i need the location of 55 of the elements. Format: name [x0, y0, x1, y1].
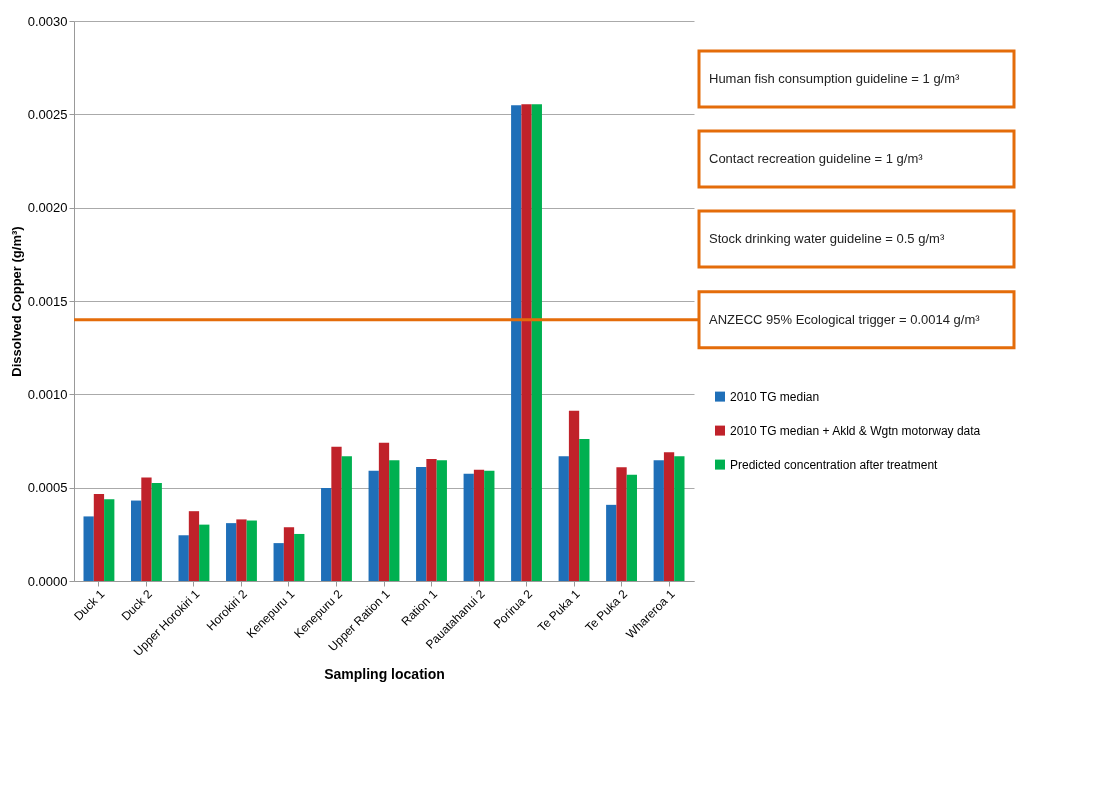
- bar: [273, 543, 284, 581]
- bar: [606, 504, 617, 581]
- bar: [341, 456, 352, 581]
- y-tick-label: 0.0030: [27, 13, 68, 29]
- bar: [436, 460, 447, 581]
- bar: [426, 458, 437, 581]
- y-tick-label: 0.0015: [27, 293, 68, 309]
- text: Human fish consumption guideline = 1 g/m³: [709, 71, 961, 86]
- bar: [83, 516, 94, 581]
- bar: [151, 483, 162, 581]
- bar: [484, 470, 495, 581]
- ref-line-label: ANZECC 95% Ecological trigger = 0.0014 g/m³: [709, 311, 981, 327]
- bar: [521, 104, 532, 581]
- bar: [558, 456, 569, 581]
- bar: [378, 442, 390, 581]
- legend-label: Predicted concentration after treatment: [730, 457, 939, 472]
- bar: [283, 527, 295, 581]
- bar: [389, 460, 400, 581]
- text: Stock drinking water guideline = 0.5 g/m³: [709, 231, 945, 246]
- bar: [141, 477, 152, 581]
- bar: [626, 474, 637, 581]
- bar: [473, 469, 485, 581]
- y-tick-label: 0.0020: [27, 200, 68, 216]
- legend-label: 2010 TG median + Akld & Wgtn motorway data: [730, 423, 981, 438]
- bar: [674, 456, 685, 581]
- bar: [368, 470, 379, 581]
- bar: [188, 511, 200, 581]
- bar: [463, 473, 474, 581]
- bar: [93, 494, 105, 581]
- bar: [568, 410, 580, 581]
- y-tick-label: 0.0005: [27, 480, 68, 496]
- bar: [199, 524, 210, 581]
- bar: [131, 500, 142, 581]
- legend-label: 2010 TG median: [730, 389, 820, 404]
- bar: [104, 499, 115, 581]
- y-tick-label: 0.0000: [27, 573, 68, 589]
- x-axis-title: Sampling location: [324, 666, 445, 683]
- bar: [236, 519, 247, 581]
- y-tick-label: 0.0025: [27, 106, 68, 122]
- bar: [616, 467, 627, 581]
- bar: [246, 520, 257, 581]
- bar: [321, 488, 332, 581]
- bar: [531, 104, 542, 581]
- bar: [579, 438, 590, 581]
- bar: [663, 452, 675, 581]
- bar: [178, 535, 189, 581]
- bar: [416, 466, 427, 581]
- text: Contact recreation guideline = 1 g/m³: [709, 151, 924, 166]
- bar: [294, 533, 305, 581]
- bar: [511, 105, 522, 581]
- y-axis-title: Dissolved Copper (g/m³): [8, 226, 24, 377]
- bar: [226, 523, 237, 581]
- y-tick-label: 0.0010: [27, 386, 68, 402]
- bar: [653, 460, 664, 581]
- bar: [331, 446, 342, 581]
